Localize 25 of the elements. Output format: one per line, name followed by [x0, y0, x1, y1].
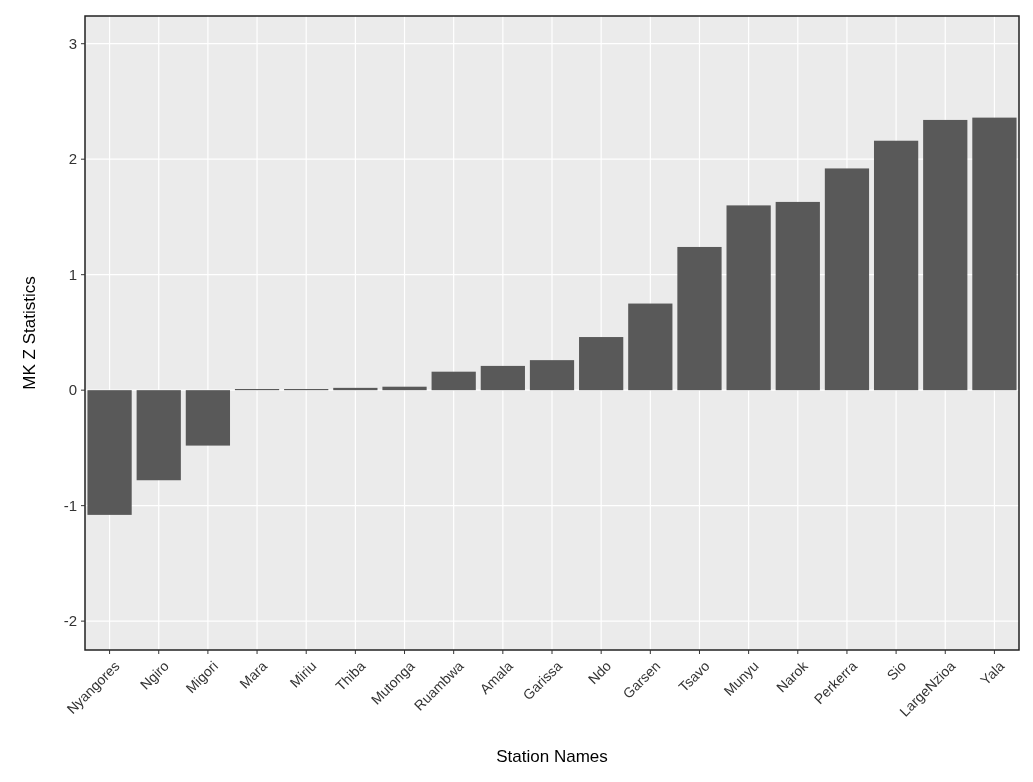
y-tick-label: -1 [63, 496, 77, 514]
y-tick-label: 2 [68, 150, 77, 168]
bar [480, 365, 525, 391]
y-tick-label: -2 [63, 612, 77, 630]
bar [136, 390, 181, 481]
y-tick-label: 0 [68, 381, 77, 399]
y-tick-label: 3 [68, 34, 77, 52]
x-tick-label: Yala [977, 657, 1008, 689]
bar [873, 140, 919, 391]
bar [923, 119, 968, 391]
x-axis-title: Station Names [496, 747, 608, 766]
bar [529, 360, 575, 391]
bar [775, 201, 820, 391]
bar [726, 205, 771, 391]
bar [185, 390, 231, 446]
bar [87, 390, 132, 515]
bar [628, 303, 673, 391]
bar [431, 371, 476, 391]
y-axis-title: MK Z Statistics [20, 276, 39, 390]
bar [677, 246, 722, 391]
bar [972, 117, 1017, 391]
bar [579, 337, 624, 391]
y-tick-label: 1 [68, 265, 77, 283]
x-tick-label: Ndo [584, 657, 615, 688]
bar [824, 168, 870, 391]
